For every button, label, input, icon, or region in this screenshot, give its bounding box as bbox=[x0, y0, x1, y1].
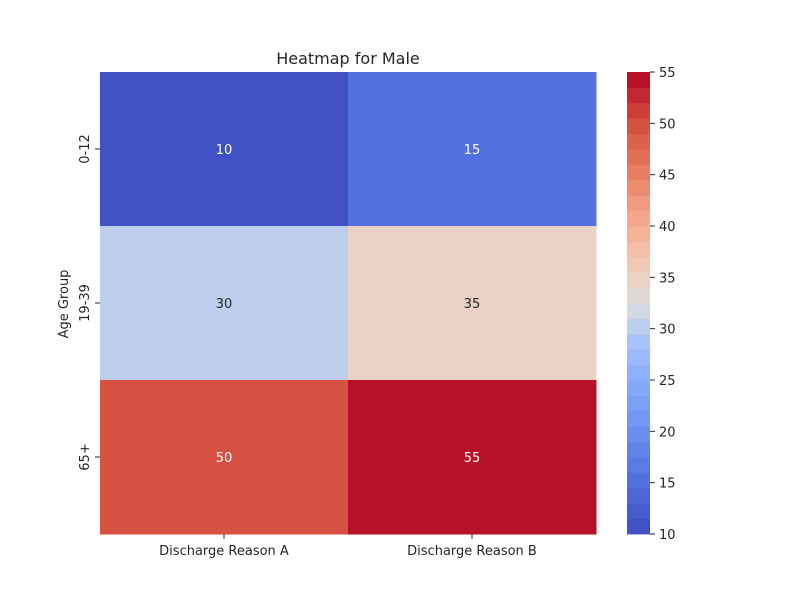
colorbar-segment bbox=[627, 241, 650, 258]
colorbar-segment bbox=[627, 318, 650, 335]
colorbar: 10 15 20 25 30 35 40 45 50 55 bbox=[627, 66, 676, 543]
colorbar-segment bbox=[627, 256, 650, 273]
colorbar-tick-label: 10 bbox=[659, 528, 676, 543]
cell-value-label: 15 bbox=[464, 143, 481, 158]
heatmap-cell bbox=[348, 72, 597, 227]
colorbar-tick-label: 45 bbox=[659, 169, 676, 184]
cell-value-label: 50 bbox=[216, 451, 233, 466]
colorbar-segment bbox=[627, 179, 650, 196]
colorbar-tick-label: 20 bbox=[659, 425, 676, 440]
cell-value-label: 10 bbox=[216, 143, 233, 158]
y-tick-label: 19-39 bbox=[78, 284, 93, 322]
colorbar-segment bbox=[627, 426, 650, 442]
colorbar-segment bbox=[627, 164, 650, 181]
colorbar-segment bbox=[627, 226, 650, 242]
colorbar-segment bbox=[627, 87, 650, 104]
heatmap-cell bbox=[100, 72, 349, 227]
colorbar-segment bbox=[627, 487, 650, 504]
colorbar-segment bbox=[627, 102, 650, 119]
colorbar-segment bbox=[627, 303, 650, 319]
colorbar-segment bbox=[627, 395, 650, 412]
x-tick-label: Discharge Reason A bbox=[159, 544, 289, 559]
heatmap-cell bbox=[348, 226, 597, 381]
heatmap-cells: 10 15 30 35 50 55 bbox=[100, 72, 597, 535]
colorbar-segment bbox=[627, 333, 650, 350]
colorbar-tick-label: 25 bbox=[659, 374, 676, 389]
colorbar-segment bbox=[627, 518, 650, 535]
colorbar-tick-label: 35 bbox=[659, 271, 676, 286]
x-tick-label: Discharge Reason B bbox=[407, 544, 537, 559]
colorbar-segment bbox=[627, 72, 650, 88]
y-tick-label: 0-12 bbox=[78, 134, 93, 164]
colorbar-tick-label: 40 bbox=[659, 220, 676, 235]
colorbar-segment bbox=[627, 503, 650, 519]
heatmap-cell bbox=[348, 380, 597, 535]
colorbar-tick-label: 15 bbox=[659, 477, 676, 492]
colorbar-segment bbox=[627, 364, 650, 381]
heatmap-cell bbox=[100, 380, 349, 535]
cell-value-label: 35 bbox=[464, 297, 481, 312]
y-tick-label: 65+ bbox=[78, 443, 93, 470]
colorbar-segment bbox=[627, 457, 650, 473]
colorbar-segment bbox=[627, 349, 650, 365]
colorbar-segment bbox=[627, 195, 650, 211]
y-axis-label: Age Group bbox=[57, 270, 72, 339]
cell-value-label: 55 bbox=[464, 451, 481, 466]
colorbar-segment bbox=[627, 149, 650, 165]
colorbar-segment bbox=[627, 472, 650, 489]
cell-value-label: 30 bbox=[216, 297, 233, 312]
colorbar-segment bbox=[627, 287, 650, 304]
colorbar-tick-label: 50 bbox=[659, 117, 676, 132]
x-axis-ticks: Discharge Reason A Discharge Reason B bbox=[159, 534, 537, 559]
colorbar-tick-label: 30 bbox=[659, 323, 676, 338]
colorbar-segment bbox=[627, 133, 650, 150]
colorbar-segment bbox=[627, 410, 650, 427]
colorbar-segment bbox=[627, 380, 650, 396]
chart-title: Heatmap for Male bbox=[276, 49, 420, 68]
colorbar-segment bbox=[627, 210, 650, 227]
colorbar-tick-label: 55 bbox=[659, 66, 676, 81]
y-axis-ticks: 0-12 19-39 65+ bbox=[78, 134, 100, 471]
colorbar-segment bbox=[627, 118, 650, 134]
colorbar-segment bbox=[627, 272, 650, 288]
heatmap-cell bbox=[100, 226, 349, 381]
colorbar-segment bbox=[627, 441, 650, 458]
